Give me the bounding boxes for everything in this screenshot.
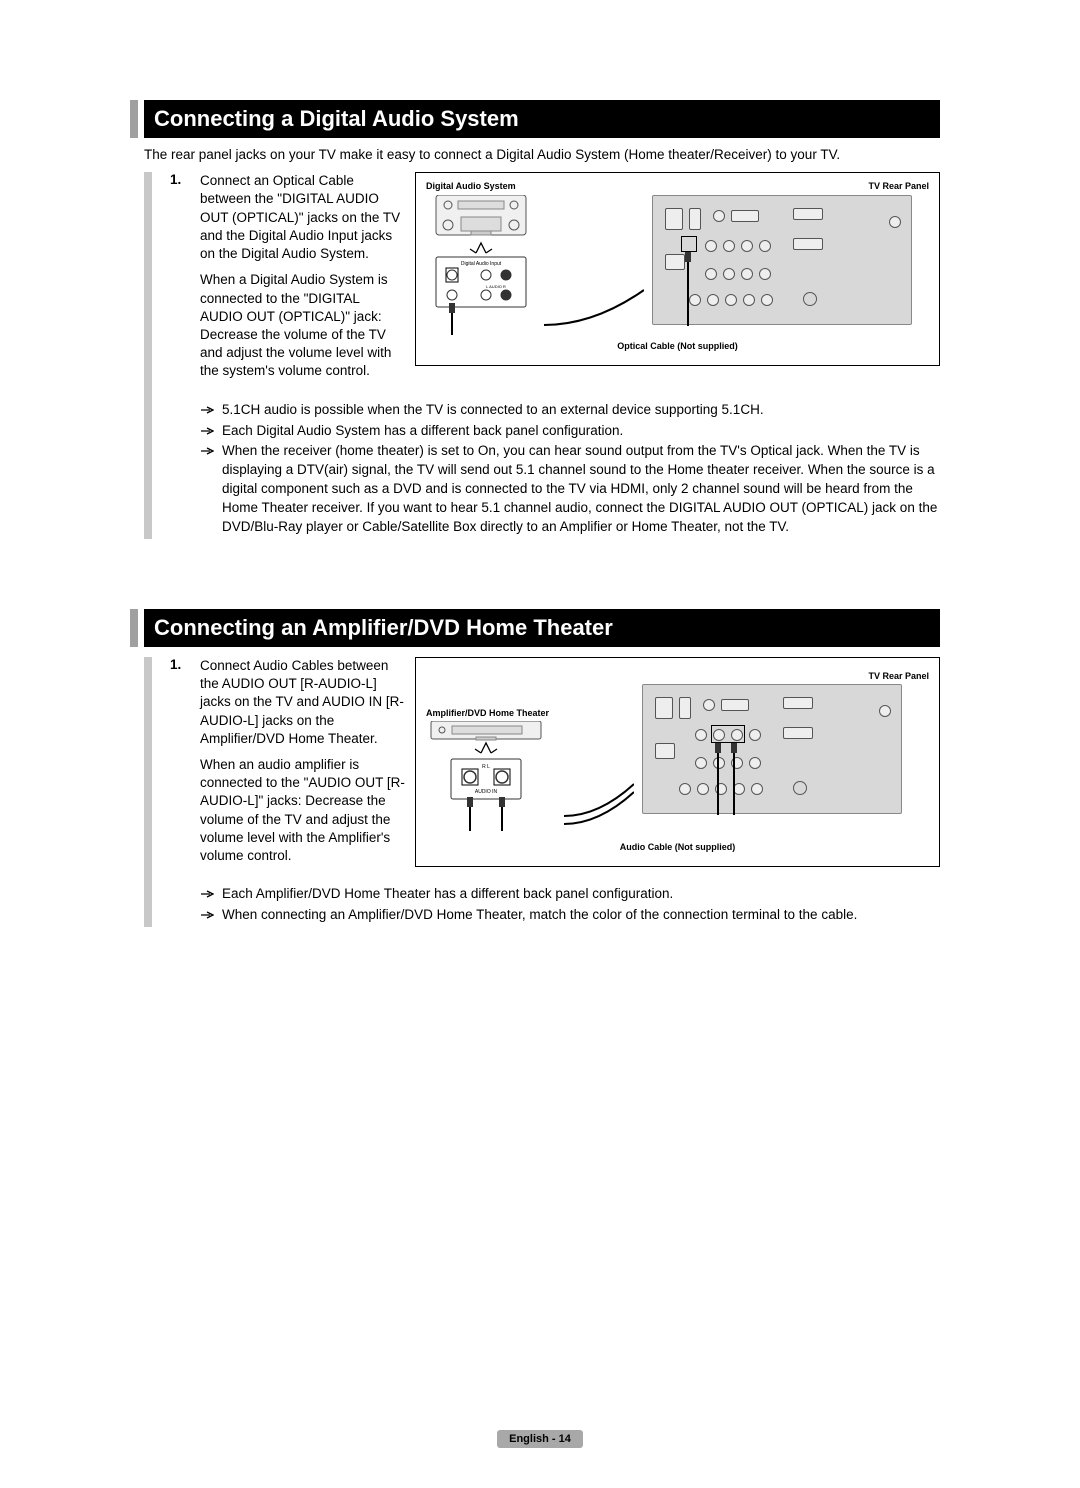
note-text: When connecting an Amplifier/DVD Home Th… [222,906,857,925]
note-marker-icon [200,401,222,420]
svg-text:L AUDIO R: L AUDIO R [486,284,506,289]
cable-label: Optical Cable (Not supplied) [426,341,929,351]
header-accent-bar [130,100,138,138]
diagram-container: Digital Audio System TV Rear Panel [415,172,940,388]
note-item: When the receiver (home theater) is set … [200,442,940,536]
section-content: 1. Connect an Optical Cable between the … [144,172,940,539]
svg-text:AUDIO IN: AUDIO IN [475,789,498,795]
connection-diagram: TV Rear Panel Amplifier/DVD Home Theater [415,657,940,867]
step-number: 1. [170,172,200,388]
section-amplifier: Connecting an Amplifier/DVD Home Theater… [130,609,940,927]
step-row: 1. Connect an Optical Cable between the … [170,172,940,388]
connection-diagram: Digital Audio System TV Rear Panel [415,172,940,366]
audio-system-device: Digital Audio Input L AUDIO R [426,195,536,335]
diagram-left-label: Amplifier/DVD Home Theater [426,708,556,718]
cable-label: Audio Cable (Not supplied) [426,842,929,852]
header-accent-bar [130,609,138,647]
cable-run-svg [564,684,634,834]
page-footer: English - 14 [0,1429,1080,1448]
manual-page: Connecting a Digital Audio System The re… [130,100,940,997]
step-paragraph: When a Digital Audio System is connected… [200,271,405,380]
step-paragraph: Connect Audio Cables between the AUDIO O… [200,657,405,748]
audio-system-svg: Digital Audio Input L AUDIO R [426,195,536,335]
section-header: Connecting a Digital Audio System [130,100,940,138]
section-digital-audio: Connecting a Digital Audio System The re… [130,100,940,539]
note-text: 5.1CH audio is possible when the TV is c… [222,401,764,420]
notes-list: Each Amplifier/DVD Home Theater has a di… [200,885,940,925]
note-item: Each Digital Audio System has a differen… [200,422,940,441]
step-paragraph: When an audio amplifier is connected to … [200,756,405,865]
tv-rear-panel [642,684,902,814]
note-item: When connecting an Amplifier/DVD Home Th… [200,906,940,925]
page-number: English - 14 [497,1430,583,1448]
note-text: Each Digital Audio System has a differen… [222,422,623,441]
diagram-right-label: TV Rear Panel [868,181,929,191]
section-title: Connecting a Digital Audio System [144,100,940,138]
step-paragraph: Connect an Optical Cable between the "DI… [200,172,405,263]
diagram-right-label: TV Rear Panel [868,671,929,681]
notes-list: 5.1CH audio is possible when the TV is c… [200,401,940,537]
section-title: Connecting an Amplifier/DVD Home Theater [144,609,940,647]
note-item: 5.1CH audio is possible when the TV is c… [200,401,940,420]
note-marker-icon [200,422,222,441]
cable-run-svg [544,195,644,335]
step-text: Connect Audio Cables between the AUDIO O… [200,657,405,873]
step-text: Connect an Optical Cable between the "DI… [200,172,405,388]
section-content: 1. Connect Audio Cables between the AUDI… [144,657,940,927]
diagram-container: TV Rear Panel Amplifier/DVD Home Theater [415,657,940,873]
side-accent-bar [144,172,152,539]
note-text: When the receiver (home theater) is set … [222,442,940,536]
note-text: Each Amplifier/DVD Home Theater has a di… [222,885,673,904]
section-intro: The rear panel jacks on your TV make it … [144,146,940,164]
amplifier-device: Amplifier/DVD Home Theater [426,684,556,836]
note-marker-icon [200,442,222,536]
svg-text:Digital Audio Input: Digital Audio Input [461,261,502,267]
step-row: 1. Connect Audio Cables between the AUDI… [170,657,940,873]
diagram-left-label: Digital Audio System [426,181,516,191]
step-number: 1. [170,657,200,873]
tv-rear-panel [652,195,912,325]
amplifier-svg: R L AUDIO IN [426,721,556,831]
section-header: Connecting an Amplifier/DVD Home Theater [130,609,940,647]
side-accent-bar [144,657,152,927]
note-item: Each Amplifier/DVD Home Theater has a di… [200,885,940,904]
svg-text:R L: R L [482,764,490,770]
note-marker-icon [200,906,222,925]
note-marker-icon [200,885,222,904]
